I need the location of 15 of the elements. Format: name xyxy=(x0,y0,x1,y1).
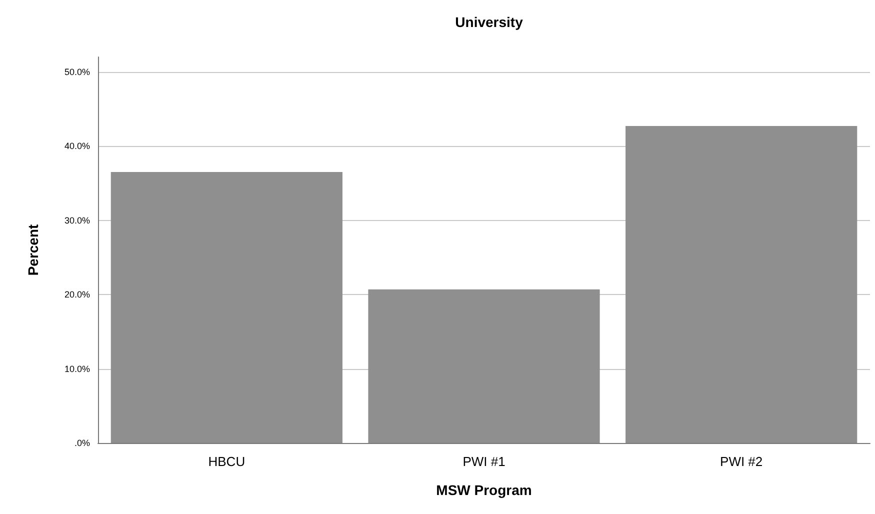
y-tick-label: .0% xyxy=(74,438,90,448)
y-tick-label: 50.0% xyxy=(64,66,90,77)
bar xyxy=(110,172,342,443)
x-axis-title: MSW Program xyxy=(436,482,532,498)
y-tick-label: 30.0% xyxy=(64,215,90,226)
y-tick-label: 20.0% xyxy=(64,290,90,300)
x-tick-label: PWI #2 xyxy=(720,454,763,469)
x-tick-label: PWI #1 xyxy=(462,454,506,469)
x-tick-label: HBCU xyxy=(208,454,246,469)
y-tick-label: 40.0% xyxy=(64,141,90,152)
y-tick-label: 10.0% xyxy=(64,364,90,374)
chart-title: University xyxy=(455,14,524,30)
y-axis-title: Percent xyxy=(25,224,41,276)
bar xyxy=(626,126,858,443)
bar xyxy=(368,289,600,443)
